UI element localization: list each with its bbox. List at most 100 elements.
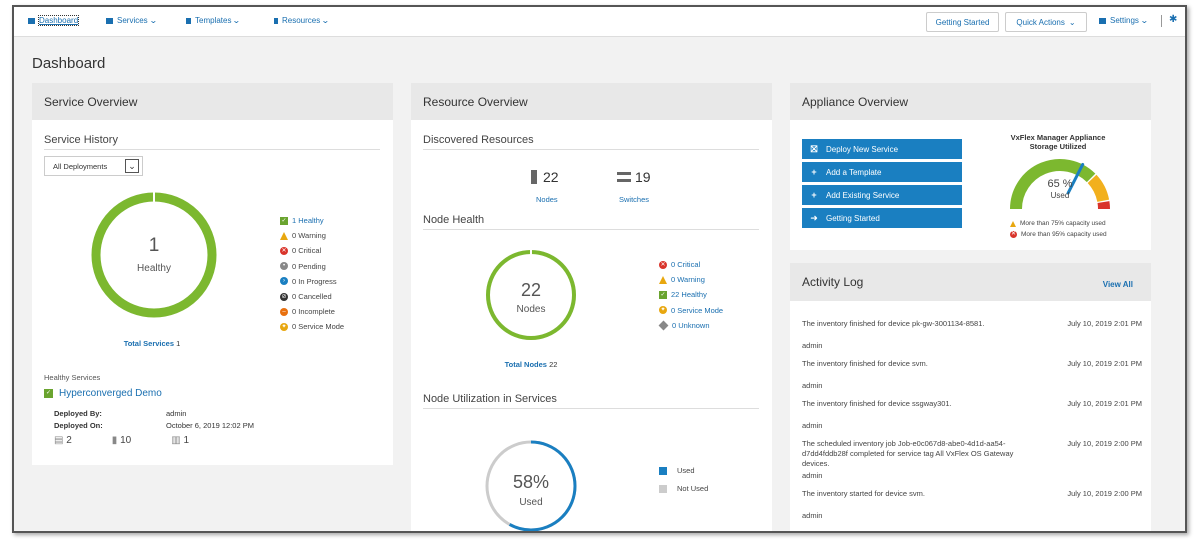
node-status-legend-item[interactable]: ✓ 22 Healthy [659,287,723,302]
node-status-legend-label: 0 Service Mode [671,305,724,315]
nav-settings[interactable]: Settings ⌄ [1099,16,1149,25]
node-health-ring [486,247,576,340]
templates-icon [186,17,191,24]
appliance-overview-panel: Appliance Overview ⛝ Deploy New Service + A… [790,83,1151,250]
nav-templates[interactable]: Templates ⌄ [186,16,241,25]
utilization-legend: Used Not Used [659,462,708,498]
activity-log-title: Activity Log [802,275,864,289]
service-health-ring [91,191,217,318]
service-status-legend-item[interactable]: • 0 Pending [280,259,344,274]
deployment-filter-select[interactable]: All Deployments ⌄ [44,156,143,176]
utilization-legend-item: Used [659,462,708,480]
total-services[interactable]: Total Services 1 [32,339,272,348]
total-nodes[interactable]: Total Nodes 22 [411,360,651,369]
gauge-title-line-1: VxFlex Manager Appliance [1010,133,1106,142]
service-status-legend-item[interactable]: ✓ 1 Healthy [280,213,344,228]
help-icon[interactable]: ✱ [1169,14,1178,25]
nav-resources-label: Resources [282,16,321,25]
nav-services[interactable]: Services ⌄ [106,16,158,25]
service-status-legend-label: 0 Incomplete [292,307,335,317]
switch-icon [617,172,631,182]
quick-action-button[interactable]: + Add Existing Service [802,185,962,205]
log-message: The scheduled inventory job Job-e0c067d8… [802,439,1014,468]
node-status-legend-item[interactable]: 0 Warning [659,272,723,287]
service-overview-panel: Service Overview Service History All Dep… [32,83,393,465]
warn-75-label: More than 75% capacity used [1020,220,1106,227]
chevron-down-icon: ⌄ [148,16,158,25]
gauge-title: VxFlex Manager Appliance Storage Utilize… [978,133,1138,151]
service-status-legend-item[interactable]: –0 Incomplete [280,304,344,319]
plus-icon: + [811,190,817,200]
warning-icon [659,275,667,284]
service-status-legend-item[interactable]: ⊘ 0 Cancelled [280,289,344,304]
service-mode-icon: ✦ [659,306,667,315]
quick-action-label: Add Existing Service [826,190,900,200]
divider [423,149,759,150]
service-status-legend-item[interactable]: › 0 In Progress [280,274,344,289]
divider [423,229,759,230]
node-ring-value: 22 [520,280,542,300]
quick-action-label: Deploy New Service [826,144,899,154]
log-date: July 10, 2019 2:00 PM [1067,439,1142,448]
quick-action-button[interactable]: ➜ Getting Started [802,208,962,228]
legend-swatch [659,467,667,475]
resource-counts: ▤ 2 ▮ 10 ▥ 1 [54,435,189,446]
resource-overview-panel: Resource Overview Discovered Resources 2… [411,83,772,531]
warn-75: More than 75% capacity used [1010,218,1107,229]
discovered-resources-title: Discovered Resources [423,134,534,146]
switches-link[interactable]: Switches [619,195,650,204]
service-overview-header: Service Overview [32,83,393,120]
node-status-legend-item[interactable]: ✕ 0 Critical [659,257,723,272]
server-count: ▮ 10 [112,435,131,446]
node-status-legend-label: 0 Unknown [672,320,710,330]
service-status-legend-item[interactable]: ✦ 0 Service Mode [280,319,344,334]
log-date: July 10, 2019 2:00 PM [1067,489,1142,498]
switches-count: 19 [617,169,651,185]
chevron-down-icon: ⌄ [1068,17,1076,27]
divider [44,149,380,150]
quick-action-button[interactable]: + Add a Template [802,162,962,182]
nav-resources[interactable]: Resources ⌄ [274,16,330,25]
log-user: admin [802,381,823,390]
service-status-legend-item[interactable]: ✕ 0 Critical [280,243,344,258]
log-message: The inventory started for device svm. [802,489,925,498]
gauge-label: Used [1050,191,1070,200]
check-icon: ✓ [659,290,667,299]
service-name-link[interactable]: Hyperconverged Demo [59,388,162,399]
gauge-title-line-2: Storage Utilized [1029,142,1087,151]
quick-action-button[interactable]: ⛝ Deploy New Service [802,139,962,159]
deployed-on-value: October 6, 2019 12:02 PM [166,421,254,430]
quick-action-label: Getting Started [826,213,880,223]
nodes-link[interactable]: Nodes [536,195,558,204]
service-item[interactable]: ✓ Hyperconverged Demo [44,388,162,399]
storage-icon: ▤ [54,435,64,446]
check-icon: ✓ [280,216,288,225]
unknown-icon [658,320,669,331]
service-ring-label: Healthy [137,263,171,274]
plus-icon: + [811,167,817,177]
warn-95: ✕ More than 95% capacity used [1010,229,1107,240]
nav-settings-label: Settings [1110,16,1139,25]
node-status-legend-item[interactable]: ✦ 0 Service Mode [659,303,723,318]
service-status-legend-item[interactable]: 0 Warning [280,228,344,243]
nav-templates-label: Templates [195,16,232,25]
resources-icon [274,17,278,24]
healthy-services-label: Healthy Services [44,373,101,382]
node-status-legend: ✕ 0 Critical 0 Warning ✓ 22 Healthy ✦ 0 Servic… [658,257,723,333]
services-icon [106,17,113,24]
activity-log-header: Activity Log View All [790,263,1151,301]
view-all-link[interactable]: View All [1102,280,1133,289]
quick-actions-button[interactable]: Quick Actions ⌄ [1005,12,1087,32]
log-date: July 10, 2019 2:01 PM [1067,319,1142,328]
critical-icon: ✕ [659,260,667,269]
node-utilization-title: Node Utilization in Services [423,393,557,405]
log-entry: The scheduled inventory job Job-e0c067d8… [802,439,1142,480]
deploy-icon: ⛝ [810,143,818,154]
chevron-down-icon: ⌄ [321,16,330,25]
critical-icon: ✕ [280,246,288,255]
nav-dashboard[interactable]: Dashboard [28,15,80,26]
node-status-legend-item[interactable]: 0 Unknown [658,318,723,333]
arrow-circle-icon: ➜ [810,212,818,223]
getting-started-button[interactable]: Getting Started [926,12,999,32]
activity-log-panel: Activity Log View All The inventory fini… [790,263,1151,531]
